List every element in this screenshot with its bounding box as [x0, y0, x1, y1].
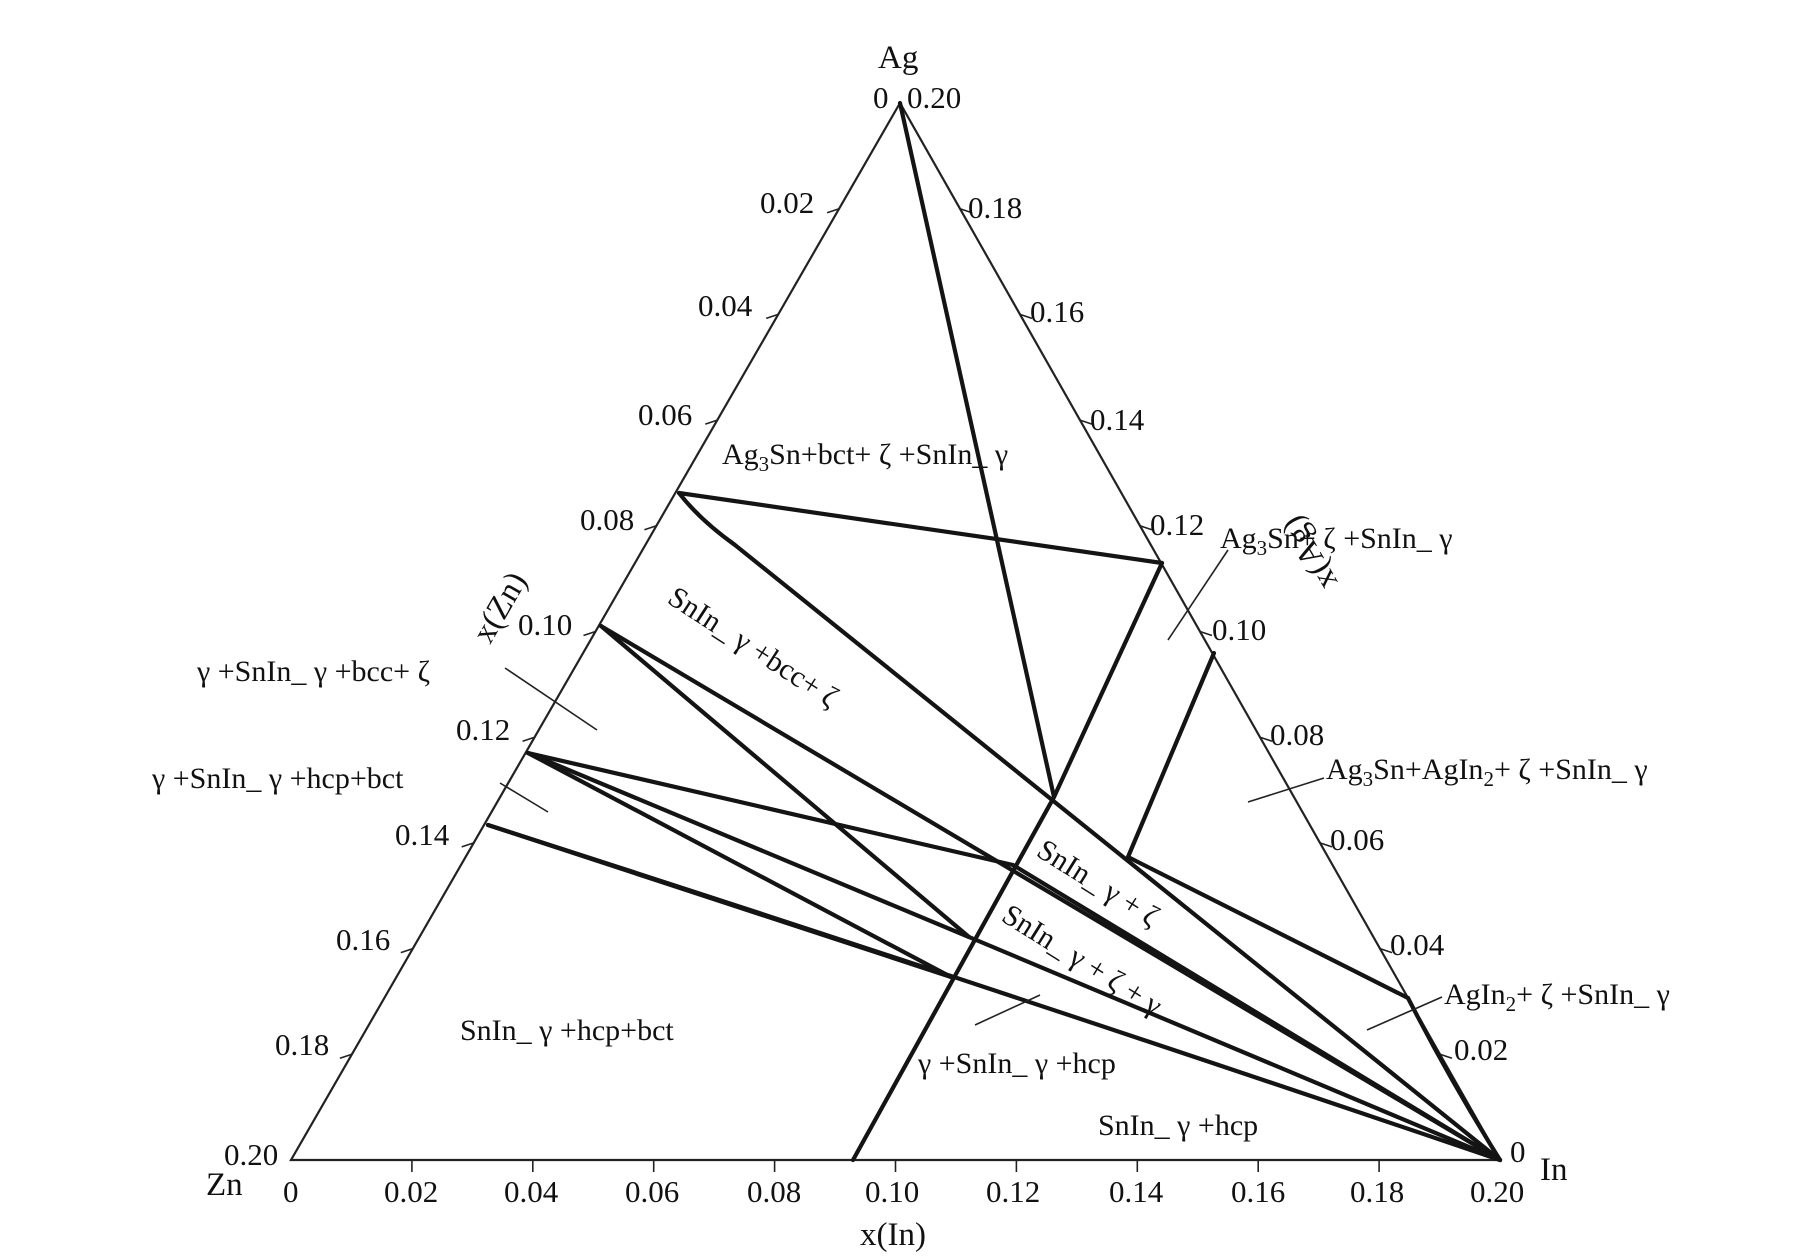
region-label: SnIn_ γ +hcp	[1098, 1109, 1258, 1142]
region-label: SnIn_ γ +hcp+bct	[460, 1014, 674, 1047]
region-label: SnIn_ γ +bcc+ ζ	[662, 580, 844, 714]
left-tick-label: 0.06	[638, 397, 692, 432]
boundary-line	[1125, 854, 1411, 1001]
vertex-label-ag: Ag	[878, 40, 918, 76]
region-label: γ +SnIn_ γ +hcp+bct	[151, 762, 404, 795]
tick-mark	[1319, 842, 1333, 848]
tick-mark	[1439, 1053, 1453, 1060]
boundary-line	[850, 560, 1165, 1163]
tick-mark	[461, 842, 474, 848]
right-tick-label: 0.10	[1212, 612, 1266, 647]
left-tick-label: 0.12	[456, 712, 510, 747]
bottom-tick-label: 0.18	[1350, 1174, 1404, 1209]
boundary-line	[676, 490, 1503, 1163]
label-leaders	[499, 549, 1443, 1031]
right-tick-label: 0.14	[1090, 402, 1145, 437]
region-label: Ag3Sn+ ζ +SnIn_ γ	[1220, 522, 1453, 560]
bottom-tick-label: 0.06	[625, 1174, 679, 1209]
tick-mark	[705, 419, 718, 425]
boundary-line	[1010, 862, 1503, 1163]
bottom-tick-label: 0.16	[1231, 1174, 1285, 1209]
boundary-line	[525, 750, 954, 980]
boundary-line	[966, 934, 1503, 1163]
tick-mark	[644, 525, 657, 531]
boundary-line	[676, 490, 1165, 566]
boundary-line	[485, 822, 1503, 1163]
region-label: γ +SnIn_ γ +bcc+ ζ	[196, 655, 430, 688]
leader-line	[504, 667, 598, 731]
right-tick-label: 0	[1510, 1134, 1526, 1169]
tick-mark	[826, 207, 840, 214]
leader-line	[1167, 549, 1229, 641]
left-tick-label: 0.16	[336, 922, 390, 957]
tick-mark	[765, 313, 779, 320]
bottom-tick-label: 0.10	[865, 1174, 919, 1209]
boundary-line	[525, 750, 1016, 868]
tick-mark	[1019, 313, 1033, 320]
right-tick-label: 0.04	[1390, 927, 1445, 962]
right-tick-label: 0.12	[1150, 507, 1204, 542]
leader-line	[499, 782, 549, 813]
tick-mark	[1199, 630, 1213, 637]
bottom-tick-label: 0.14	[1109, 1174, 1164, 1209]
phase-boundaries	[485, 100, 1503, 1163]
vertex-label-in: In	[1540, 1152, 1568, 1188]
left-tick-label: 0.08	[580, 502, 634, 537]
bottom-tick-label: 0.04	[504, 1174, 559, 1209]
tick-mark	[400, 947, 414, 954]
left-tick-label: 0.14	[395, 817, 450, 852]
right-tick-label: 0.16	[1030, 294, 1084, 329]
right-tick-label: 0.02	[1454, 1032, 1508, 1067]
tick-mark	[339, 1053, 353, 1060]
bottom-tick-label: 0.20	[1470, 1174, 1524, 1209]
region-label: AgIn2+ ζ +SnIn_ γ	[1444, 978, 1670, 1016]
right-tick-labels: 0 0.02 0.04 0.06 0.08 0.10 0.12 0.14 0.1…	[907, 80, 1526, 1169]
tick-mark	[1079, 419, 1093, 425]
left-tick-label: 0.18	[275, 1027, 329, 1062]
bottom-tick-label: 0.02	[384, 1174, 438, 1209]
tick-mark	[522, 736, 535, 742]
right-tick-label: 0.08	[1270, 717, 1324, 752]
boundary-line	[598, 623, 972, 940]
region-label: γ +SnIn_ γ +hcp	[917, 1047, 1116, 1080]
bottom-tick-label: 0.12	[986, 1174, 1040, 1209]
leader-line	[1247, 777, 1325, 803]
tick-mark	[583, 630, 596, 637]
axis-title-in: x(In)	[860, 1217, 926, 1253]
right-tick-label: 0.20	[907, 80, 961, 115]
boundary-line	[897, 100, 1057, 800]
region-label: Ag3Sn+bct+ ζ +SnIn_ γ	[722, 438, 1008, 476]
boundary-line	[525, 750, 972, 940]
left-tick-label: 0.04	[698, 288, 753, 323]
region-label: Ag3Sn+AgIn2+ ζ +SnIn_ γ	[1326, 753, 1648, 791]
boundary-line	[1125, 650, 1217, 860]
left-tick-label: 0.20	[224, 1137, 278, 1172]
leader-line	[1366, 996, 1443, 1031]
bottom-tick-label: 0.08	[747, 1174, 801, 1209]
left-tick-label: 0	[873, 80, 889, 115]
tick-mark	[1139, 525, 1153, 531]
leader-line	[974, 994, 1041, 1026]
left-tick-label: 0.02	[760, 185, 814, 220]
tick-mark	[1379, 947, 1393, 954]
left-tick-labels: 0 0.02 0.04 0.06 0.08 0.10 0.12 0.14 0.1…	[224, 80, 889, 1172]
bottom-tick-labels: 0 0.02 0.04 0.06 0.08 0.10 0.12 0.14 0.1…	[283, 1174, 1524, 1209]
tick-marks	[339, 207, 1453, 1172]
tick-mark	[1259, 736, 1273, 742]
bottom-tick-label: 0	[283, 1174, 299, 1209]
right-tick-label: 0.06	[1330, 822, 1384, 857]
right-tick-label: 0.18	[968, 190, 1022, 225]
boundary-line	[1405, 995, 1503, 1163]
left-tick-label: 0.10	[518, 607, 572, 642]
vertex-label-zn: Zn	[206, 1167, 243, 1203]
tick-mark	[959, 207, 973, 214]
